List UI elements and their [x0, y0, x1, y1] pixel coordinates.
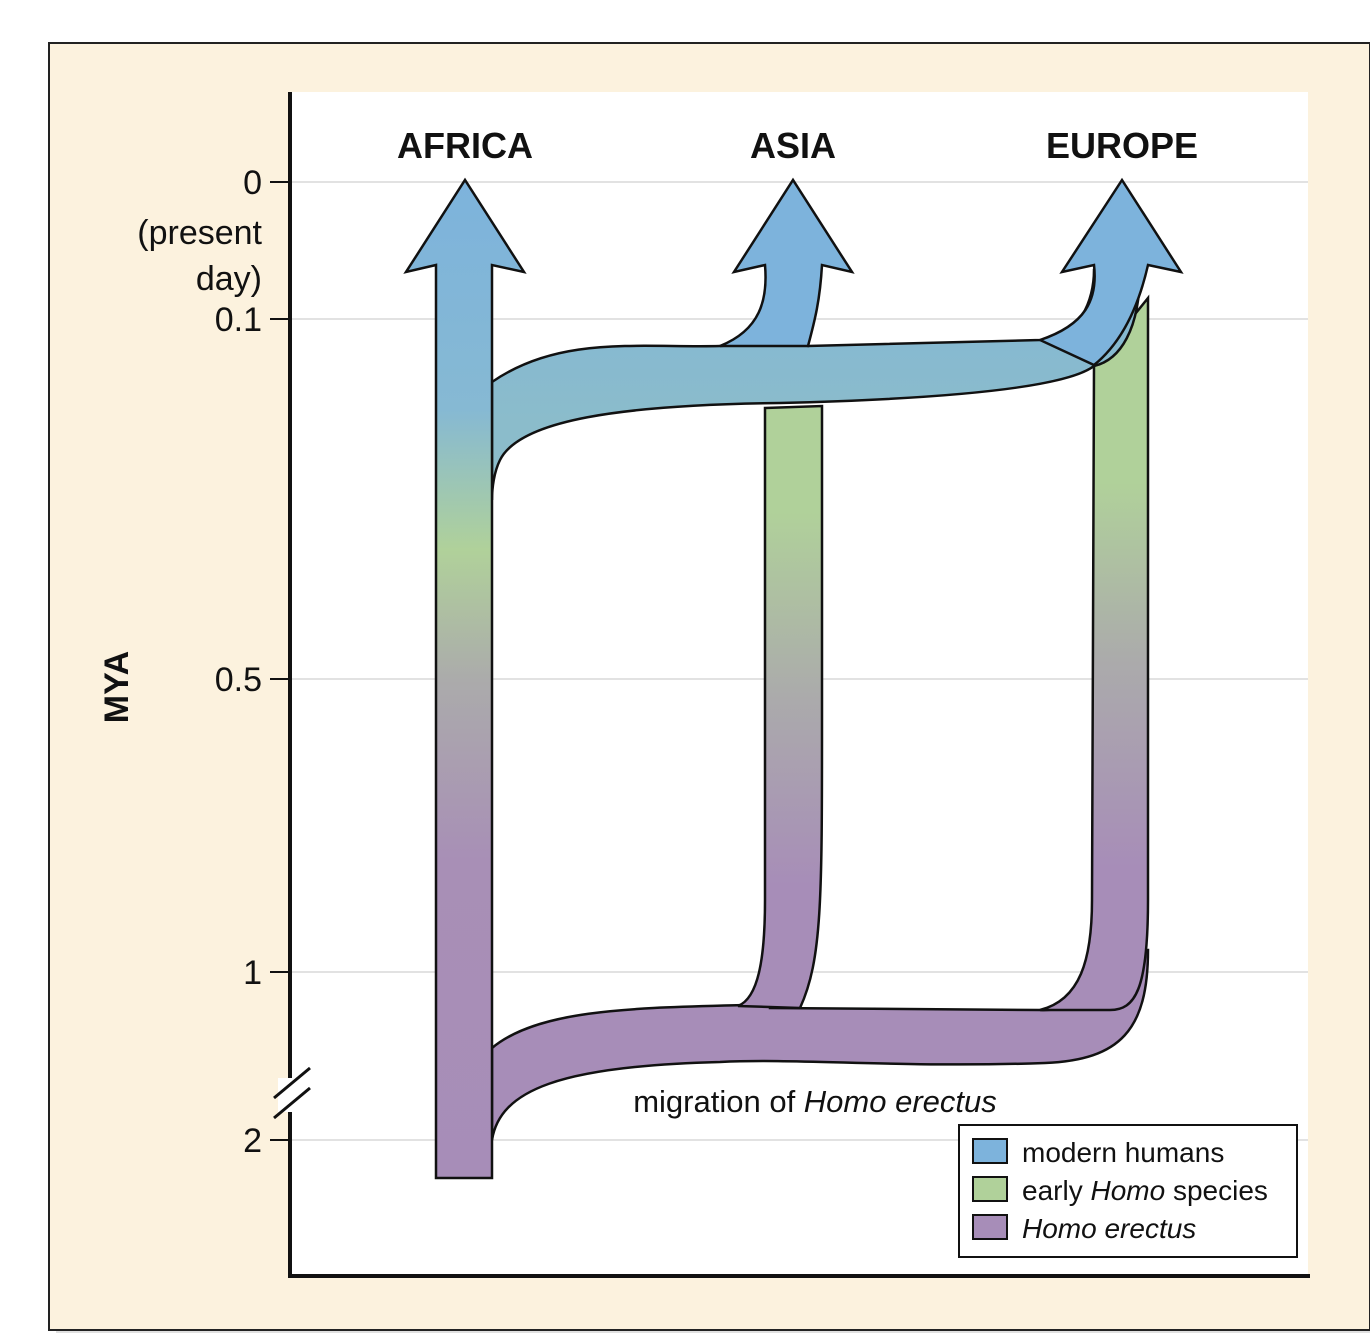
- region-label-africa: AFRICA: [397, 125, 533, 166]
- y-axis-label: MYA: [98, 651, 136, 723]
- legend-box: [958, 1124, 1298, 1258]
- tick-label-01: 0.1: [215, 301, 262, 339]
- legend-swatch-early-homo: [972, 1176, 1008, 1202]
- legend-swatch-modern-humans: [972, 1138, 1008, 1164]
- migration-annotation: migration of Homo erectus: [633, 1084, 997, 1119]
- legend-swatch-homo-erectus: [972, 1214, 1008, 1240]
- europe-arrow: [1036, 177, 1184, 367]
- legend-label-homo-erectus: Homo erectus: [1022, 1213, 1196, 1244]
- tick-label-2: 2: [243, 1122, 262, 1160]
- africa-lineage-trunk: [403, 177, 527, 1180]
- region-label-asia: ASIA: [750, 125, 836, 166]
- europe-lineage-stem: [1039, 294, 1150, 1012]
- y-tick-labels: 0 (present day) 0.1 0.5 1 2: [137, 164, 262, 1160]
- tick-label-0-sub1: (present: [137, 214, 262, 252]
- tick-label-0-sub2: day): [196, 260, 262, 298]
- axis-break-marks: [273, 1066, 311, 1120]
- legend-label-early-homo: early Homo species: [1022, 1175, 1268, 1206]
- asia-arrow: [719, 177, 855, 348]
- legend-label-modern-humans: modern humans: [1022, 1137, 1224, 1168]
- tick-label-0: 0: [243, 164, 262, 202]
- legend: modern humans early Homo species Homo er…: [958, 1124, 1298, 1258]
- asia-lineage-stem: [737, 404, 824, 1010]
- region-label-europe: EUROPE: [1046, 125, 1198, 166]
- tick-label-1: 1: [243, 954, 262, 992]
- region-labels: AFRICA ASIA EUROPE: [397, 125, 1198, 166]
- tick-marks: [270, 181, 290, 1141]
- homo-erectus-migration-band: [490, 948, 1150, 1141]
- tick-label-05: 0.5: [215, 661, 262, 699]
